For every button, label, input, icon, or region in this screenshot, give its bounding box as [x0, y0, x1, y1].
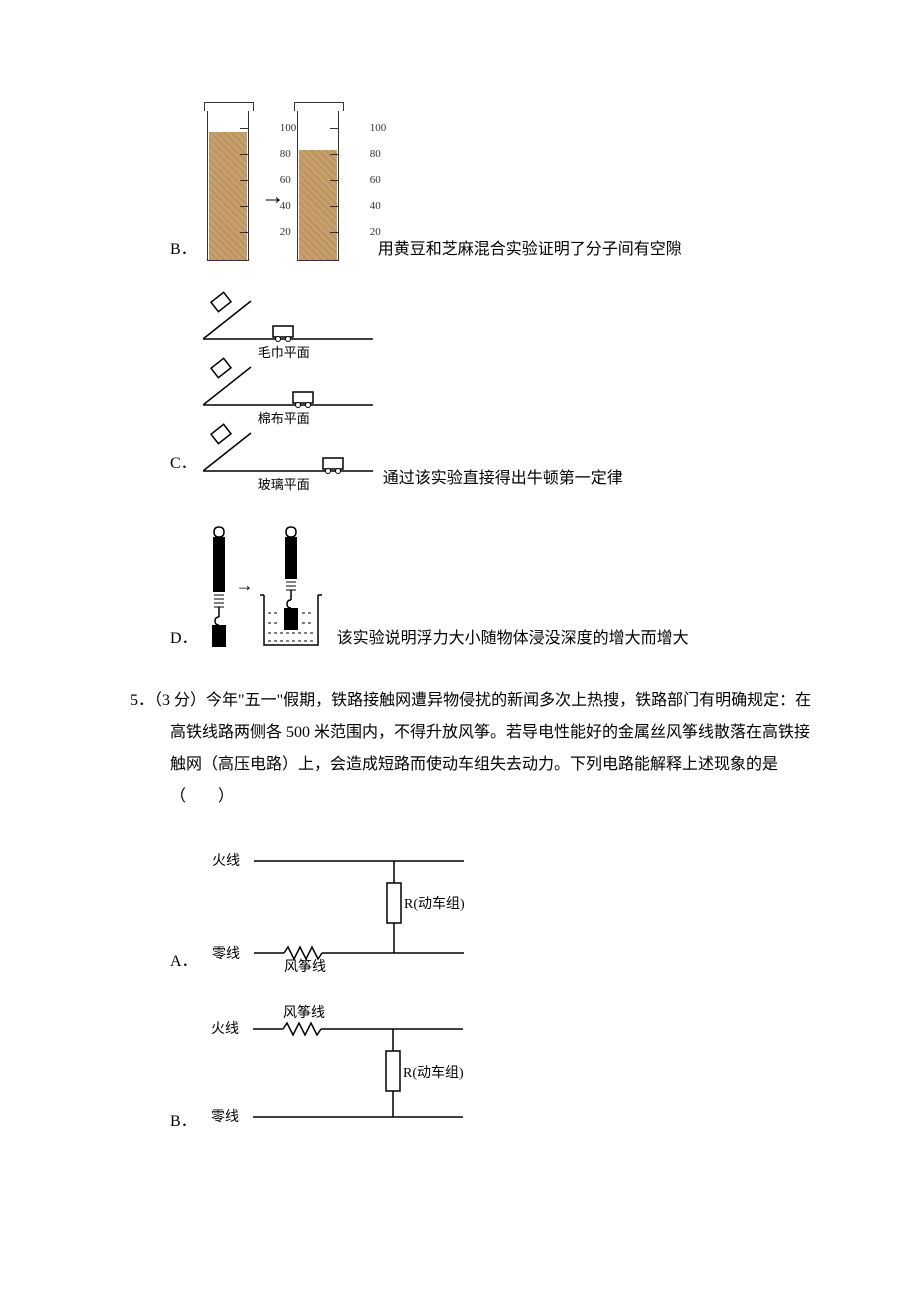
plane-row-0: 毛巾平面	[203, 291, 373, 343]
option-circuit-b-row: B． 火线 零线 风筝线 R(动车组)	[130, 1003, 820, 1133]
spring-balance-water	[256, 525, 331, 650]
q5-text: 今年"五一"假期，铁路接触网遭异物侵扰的新闻多次上热搜，铁路部门有明确规定：在高…	[170, 692, 811, 805]
q5-points: （3 分）	[154, 692, 206, 709]
plane-row-2: 玻璃平面	[203, 423, 373, 475]
live-label-b: 火线	[211, 1021, 239, 1037]
neutral-label: 零线	[212, 946, 240, 962]
option-circuit-a-row: A． 火线 零线 风筝线 R(动车组)	[130, 843, 820, 973]
plane-row-1: 棉布平面	[203, 357, 373, 409]
live-label: 火线	[212, 853, 240, 869]
kite-label-b: 风筝线	[283, 1004, 325, 1021]
cylinder-before: 100 80 60 40 20	[207, 110, 249, 261]
option-b-text: 用黄豆和芝麻混合实验证明了分子间有空隙	[378, 235, 682, 261]
cylinder-after-fill	[299, 150, 337, 260]
cylinder-after: 100 80 60 40 20	[297, 110, 339, 261]
option-c-row: C． 毛巾平面	[130, 291, 820, 475]
arrow-icon: →	[236, 575, 254, 596]
figure-d: →	[204, 525, 331, 650]
figure-c: 毛巾平面 棉布平面	[203, 291, 373, 475]
option-d-row: D． →	[130, 525, 820, 650]
page-content: B． 100 80 60 40 20	[0, 0, 920, 1223]
figure-b: 100 80 60 40 20 → 100	[203, 110, 343, 261]
option-d-letter: D．	[170, 624, 198, 650]
spring-balance-air	[204, 525, 234, 650]
option-b-row: B． 100 80 60 40 20	[130, 110, 820, 261]
q5-number: 5．	[130, 692, 154, 709]
option-c-text: 通过该实验直接得出牛顿第一定律	[383, 464, 623, 490]
circuit-a-letter: A．	[170, 947, 198, 973]
option-b-letter: B．	[170, 235, 197, 261]
option-d-text: 该实验说明浮力大小随物体浸没深度的增大而增大	[337, 624, 689, 650]
option-c-letter: C．	[170, 449, 197, 475]
load-label: R(动车组)	[404, 895, 465, 912]
surface-label-2: 玻璃平面	[258, 474, 310, 493]
question-5: 5．（3 分）今年"五一"假期，铁路接触网遭异物侵扰的新闻多次上热搜，铁路部门有…	[130, 685, 820, 813]
figure-circuit-b: 火线 零线 风筝线 R(动车组)	[203, 1003, 483, 1133]
cylinder-before-fill	[209, 132, 247, 260]
load-label-b: R(动车组)	[403, 1064, 464, 1081]
figure-circuit-a: 火线 零线 风筝线 R(动车组)	[204, 843, 484, 973]
circuit-b-letter: B．	[170, 1107, 197, 1133]
kite-label: 风筝线	[284, 958, 326, 973]
neutral-label-b: 零线	[211, 1109, 239, 1125]
